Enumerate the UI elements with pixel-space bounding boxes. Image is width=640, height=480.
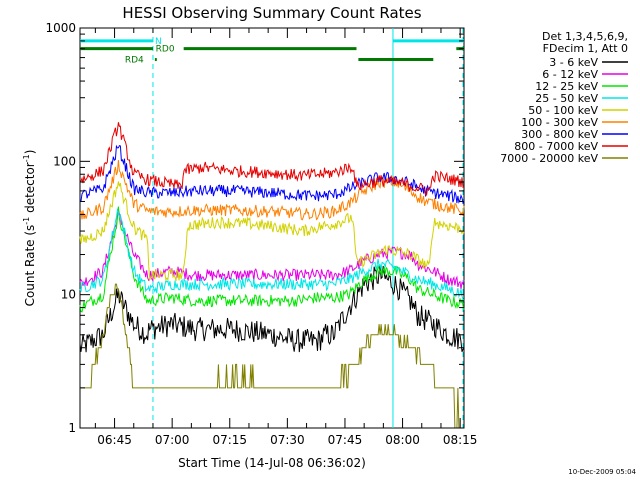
legend-header-line-1: Det 1,3,4,5,6,9, (542, 30, 628, 43)
x-tick-label: 07:15 (212, 433, 247, 447)
x-tick-label: 07:30 (270, 433, 305, 447)
legend-entry-label: 25 - 50 keV (535, 92, 598, 105)
series-line-7 (79, 122, 465, 196)
x-tick-label: 07:00 (155, 433, 190, 447)
y-tick-label: 10 (61, 288, 76, 302)
series-line-8 (80, 283, 464, 429)
legend-entry-label: 800 - 7000 keV (514, 140, 598, 153)
legend-entry-label: 12 - 25 keV (535, 80, 598, 93)
legend-entry-label: 100 - 300 keV (521, 116, 598, 129)
date-stamp: 10-Dec-2009 05:04 (568, 468, 636, 476)
legend-entry-label: 300 - 800 keV (521, 128, 598, 141)
x-axis-ticks: 06:45 07:00 07:15 07:30 07:45 08:00 08:15 (94, 28, 478, 447)
series-line-0 (79, 265, 465, 353)
series-line-2 (79, 206, 465, 313)
legend-entry-label: 7000 - 20000 keV (500, 152, 598, 165)
series-layer (79, 122, 465, 429)
y-tick-label: 1000 (45, 21, 76, 35)
y-axis-label: Count Rate (s-1 detector-1) (22, 150, 37, 307)
chart-title: HESSI Observing Summary Count Rates (122, 4, 421, 22)
series-line-3 (79, 208, 465, 301)
marker-label-rd4: RD4 (125, 56, 144, 66)
series-line-4 (79, 181, 465, 282)
legend-entry-label: 3 - 6 keV (549, 56, 598, 69)
x-tick-label: 07:45 (328, 433, 363, 447)
marker-label-rd0: RD0 (156, 45, 175, 55)
x-tick-label: 08:15 (443, 433, 478, 447)
y-tick-label: 1 (68, 421, 76, 435)
x-axis-label: Start Time (14-Jul-08 06:36:02) (178, 456, 366, 470)
legend-header-line-2: FDecim 1, Att 0 (543, 42, 628, 55)
x-tick-label: 06:45 (97, 433, 132, 447)
series-line-6 (80, 144, 465, 205)
y-tick-label: 100 (53, 154, 76, 168)
legend-entry-label: 50 - 100 keV (528, 104, 598, 117)
y-axis-ticks: 1 10 100 1000 (45, 21, 464, 435)
marker-label-n: N (155, 37, 162, 47)
legend: Det 1,3,4,5,6,9, FDecim 1, Att 0 3 - 6 k… (500, 30, 628, 165)
legend-entry-label: 6 - 12 keV (542, 68, 598, 81)
plot-frame (79, 27, 465, 429)
x-tick-label: 08:00 (385, 433, 420, 447)
